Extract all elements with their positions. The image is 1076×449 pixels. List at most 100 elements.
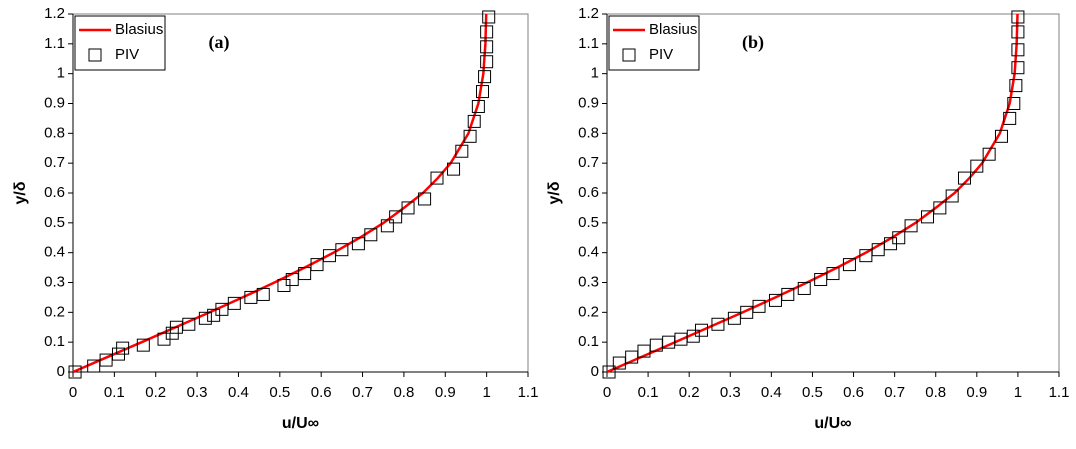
piv-point [1011,61,1025,75]
piv-point [136,338,150,352]
piv-point [476,85,489,99]
x-tick-label: 0.9 [966,384,987,401]
legend-label: PIV [115,46,139,63]
y-tick-label: 1 [591,65,599,82]
y-tick-label: 0.5 [578,214,599,231]
x-tick-label: 0.8 [393,384,414,401]
y-tick-label: 0.9 [44,94,65,111]
y-tick-label: 1.2 [44,5,65,22]
y-tick-label: 0.6 [44,184,65,201]
piv-point [380,219,394,233]
x-tick-label: 0.8 [925,384,946,401]
legend-label: Blasius [649,21,697,38]
piv-point [364,228,378,242]
piv-point [482,10,496,24]
legend-label: PIV [649,46,673,63]
piv-point [463,129,477,143]
y-tick-label: 0.2 [44,303,65,320]
legend-symbol [88,48,102,62]
piv-point [904,219,918,233]
piv-point [695,323,709,337]
piv-point [198,311,212,325]
piv-point [1011,43,1025,57]
piv-point [797,281,811,295]
x-tick-label: 1 [482,384,490,401]
annotation: (a) [209,32,230,53]
piv-point [310,258,324,272]
x-tick-label: 0 [603,384,611,401]
piv-point [892,231,906,245]
piv-point [1007,97,1021,110]
y-tick-label: 1.1 [44,35,65,52]
x-tick-label: 0.3 [187,384,208,401]
y-tick-label: 0.8 [578,124,599,141]
piv-point [945,189,959,203]
piv-point [68,365,82,379]
x-tick-label: 0.6 [843,384,864,401]
piv-point [418,192,432,206]
y-tick-label: 0 [591,363,599,380]
x-tick-label: 0.5 [269,384,290,401]
piv-point [921,210,935,224]
piv-point [752,299,766,313]
x-tick-label: 1.1 [1049,384,1070,401]
piv-point [478,70,492,84]
piv-point [256,287,270,301]
y-tick-label: 1.2 [578,5,599,22]
piv-point [227,296,241,310]
y-tick-label: 0.1 [578,333,599,350]
y-tick-label: 0.5 [44,214,65,231]
piv-point [480,55,494,69]
piv-point [711,317,725,331]
piv-point [389,210,403,224]
x-tick-label: 0.2 [145,384,166,401]
piv-point [1011,10,1025,24]
x-axis-title: u/U∞ [814,415,851,432]
x-tick-label: 0.1 [638,384,659,401]
piv-point [1011,25,1025,39]
y-tick-label: 0.2 [578,303,599,320]
x-tick-label: 1 [1014,384,1022,401]
piv-point [335,243,349,257]
piv-point [480,25,494,39]
piv-point [994,129,1008,143]
piv-point [471,99,485,113]
y-tick-label: 0.7 [44,154,65,171]
blasius-line [72,13,488,374]
piv-point [467,114,481,128]
piv-point [781,287,795,301]
x-tick-label: 0.1 [104,384,125,401]
x-tick-label: 0.7 [884,384,905,401]
y-tick-label: 0.4 [578,244,599,261]
legend-label: Blasius [115,21,163,38]
y-tick-label: 0.8 [44,124,65,141]
x-tick-label: 0.4 [228,384,249,401]
piv-point [480,40,494,54]
y-tick-label: 0.3 [44,273,65,290]
x-tick-label: 0.4 [761,384,782,401]
y-axis-title: y/δ [546,181,563,204]
y-tick-label: 0.6 [578,184,599,201]
x-tick-label: 0.3 [720,384,741,401]
piv-point [602,365,616,379]
x-tick-label: 0.5 [802,384,823,401]
y-tick-label: 0.7 [578,154,599,171]
piv-point [982,147,996,161]
piv-point [116,341,130,355]
x-tick-label: 0.6 [311,384,332,401]
piv-point [298,267,312,281]
piv-point [970,159,984,173]
piv-point [401,201,415,215]
piv-point [351,237,365,251]
piv-point [1009,79,1023,93]
piv-point [933,201,947,215]
piv-point [842,258,856,272]
piv-point [430,171,444,185]
piv-point [447,162,461,176]
plot-area [606,13,1060,373]
y-tick-label: 0.1 [44,333,65,350]
plot-area [72,13,529,373]
piv-point [182,317,196,331]
piv-point [826,267,840,281]
